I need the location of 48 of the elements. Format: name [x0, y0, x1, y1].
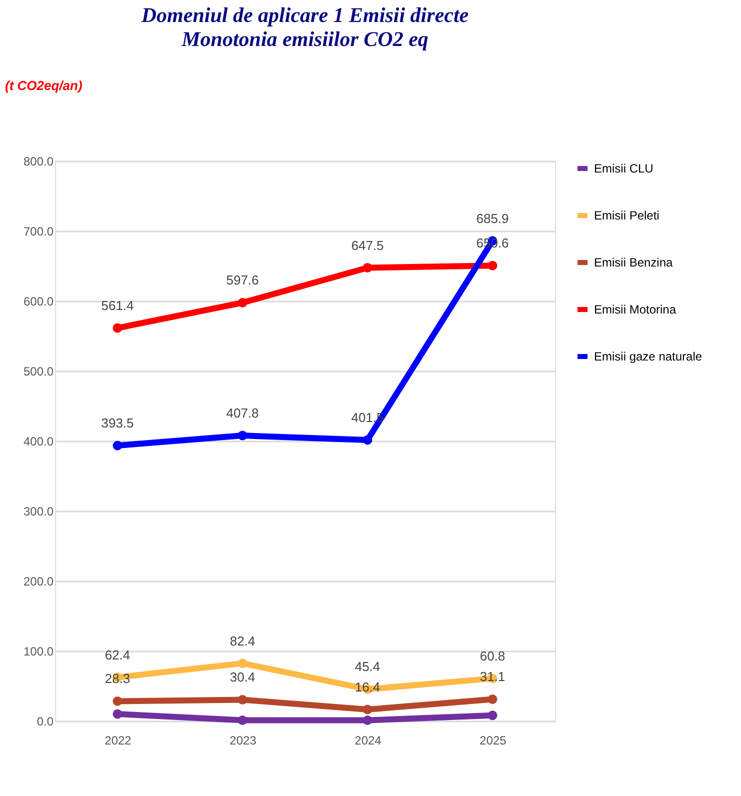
data-label: 62.4 — [104, 647, 130, 662]
legend-label: Emisii Peleti — [594, 208, 660, 222]
point — [112, 696, 122, 706]
point — [362, 435, 372, 445]
data-label: 82.4 — [230, 633, 256, 648]
data-label: 60.8 — [480, 648, 506, 664]
y-tick-label: 100.0 — [23, 644, 54, 658]
data-label: 30.4 — [230, 670, 256, 685]
chart-subtitle: Monotonia emisiilor CO2 eq — [180, 27, 428, 51]
data-label: 647.5 — [351, 238, 384, 253]
legend-label: Emisii Benzina — [594, 256, 674, 270]
data-label: 597.6 — [226, 272, 259, 288]
data-label: 685.9 — [476, 210, 509, 226]
data-label: 561.4 — [101, 298, 134, 314]
chart-title: Domeniul de aplicare 1 Emisii directe — [140, 3, 469, 27]
y-tick-label: 0.0 — [36, 714, 54, 728]
x-tick-label: 2023 — [230, 734, 257, 748]
x-tick-label: 2024 — [354, 734, 382, 748]
point — [238, 694, 248, 704]
y-tick-label: 500.0 — [23, 364, 54, 378]
point — [112, 323, 122, 333]
y-tick-label: 600.0 — [23, 294, 54, 308]
x-tick-label: 2022 — [104, 734, 132, 748]
data-label: 393.5 — [101, 416, 134, 431]
point — [238, 658, 248, 668]
point — [112, 440, 122, 450]
y-tick-label: 700.0 — [23, 224, 54, 238]
text: (t CO2eq/an) — [5, 78, 82, 93]
data-label: 407.8 — [226, 406, 259, 421]
y-tick-label: 400.0 — [23, 434, 54, 448]
point — [238, 430, 248, 440]
point — [362, 716, 372, 726]
legend-label: Emisii gaze naturale — [594, 350, 702, 364]
legend-label: Emisii Motorina — [594, 302, 676, 316]
point — [488, 694, 498, 704]
y-tick-label: 200.0 — [23, 574, 54, 588]
y-tick-label: 300.0 — [23, 504, 54, 518]
point — [238, 298, 248, 308]
point — [362, 704, 372, 714]
point — [362, 263, 372, 272]
point — [488, 260, 498, 270]
point — [112, 709, 122, 719]
y-tick-label: 800.0 — [23, 154, 54, 168]
point — [238, 716, 248, 726]
point — [488, 710, 498, 720]
data-label: 45.4 — [354, 659, 380, 674]
legend-label: Emisii CLU — [594, 162, 654, 176]
x-tick-label: 2025 — [480, 734, 507, 748]
